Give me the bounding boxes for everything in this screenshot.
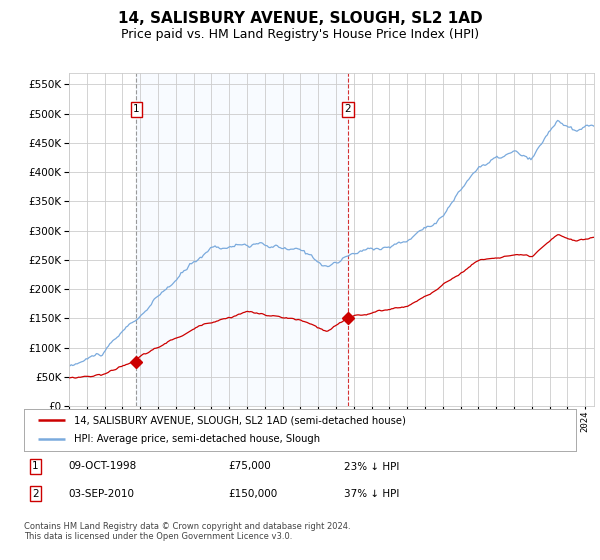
Text: 23% ↓ HPI: 23% ↓ HPI bbox=[344, 461, 400, 472]
Text: 1: 1 bbox=[133, 105, 140, 114]
Text: 03-SEP-2010: 03-SEP-2010 bbox=[68, 488, 134, 498]
Text: Price paid vs. HM Land Registry's House Price Index (HPI): Price paid vs. HM Land Registry's House … bbox=[121, 28, 479, 41]
Text: £75,000: £75,000 bbox=[228, 461, 271, 472]
Text: 14, SALISBURY AVENUE, SLOUGH, SL2 1AD: 14, SALISBURY AVENUE, SLOUGH, SL2 1AD bbox=[118, 11, 482, 26]
Text: 1: 1 bbox=[32, 461, 39, 472]
Text: 37% ↓ HPI: 37% ↓ HPI bbox=[344, 488, 400, 498]
Text: HPI: Average price, semi-detached house, Slough: HPI: Average price, semi-detached house,… bbox=[74, 435, 320, 445]
Text: 09-OCT-1998: 09-OCT-1998 bbox=[68, 461, 136, 472]
Text: 2: 2 bbox=[344, 105, 351, 114]
Bar bbox=[136, 73, 348, 406]
Text: Contains HM Land Registry data © Crown copyright and database right 2024.
This d: Contains HM Land Registry data © Crown c… bbox=[24, 522, 350, 542]
Text: £150,000: £150,000 bbox=[228, 488, 277, 498]
Text: 14, SALISBURY AVENUE, SLOUGH, SL2 1AD (semi-detached house): 14, SALISBURY AVENUE, SLOUGH, SL2 1AD (s… bbox=[74, 415, 406, 425]
Text: 2: 2 bbox=[32, 488, 39, 498]
